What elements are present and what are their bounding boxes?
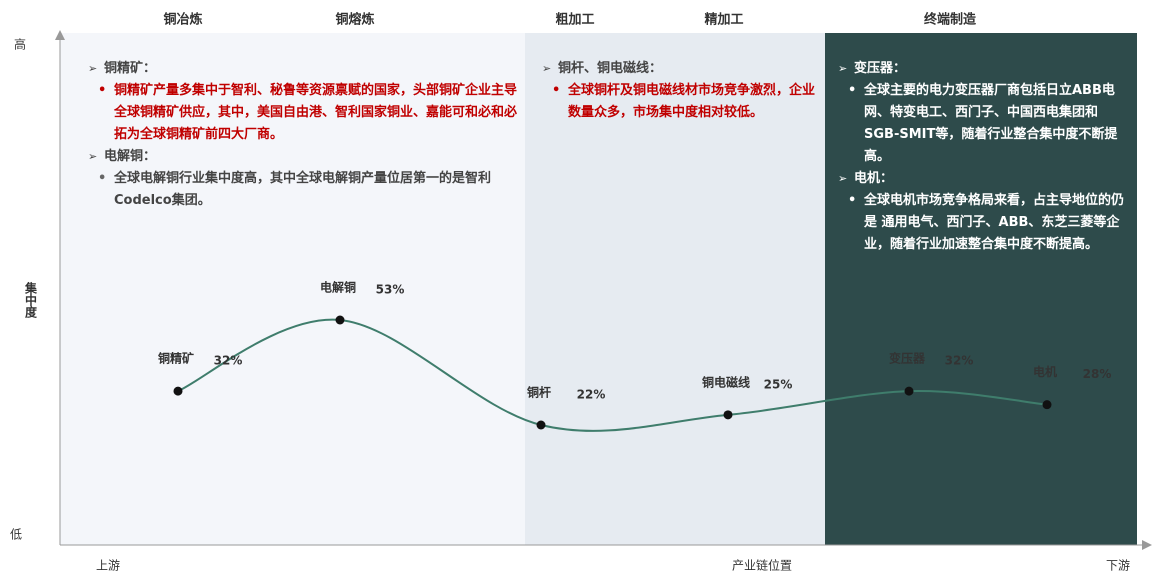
value-label: 32%: [945, 354, 974, 368]
stage-label: 铜熔炼: [334, 12, 374, 28]
x-end: 下游: [1106, 559, 1130, 573]
x-start: 上游: [96, 559, 120, 573]
point-label: 铜精矿: [158, 351, 194, 366]
y-high: 高: [14, 37, 26, 52]
value-label: 22%: [577, 388, 606, 402]
point-label: 变压器: [889, 351, 926, 366]
section-text: 铜精矿产量多集中于智利、秘鲁等资源禀赋的国家，头部铜矿企业主导全球铜精矿供应，其…: [88, 80, 518, 146]
value-label: 25%: [764, 377, 793, 391]
point-label: 电解铜: [320, 280, 356, 295]
x-arrow: [1142, 540, 1152, 550]
y-axis-label: 集中度: [24, 281, 38, 319]
stage-label: 精加工: [704, 12, 743, 28]
point: [335, 315, 345, 325]
panel: 变压器：全球主要的电力变压器厂商包括日立ABB电网、特变电工、西门子、中国西电集…: [838, 58, 1130, 256]
section-heading: 铜精矿：: [88, 58, 518, 80]
point: [536, 420, 546, 430]
point-label: 电机: [1033, 364, 1057, 379]
point: [173, 386, 183, 396]
y-arrow: [55, 30, 65, 40]
y-low: 低: [10, 528, 22, 542]
panel: 铜杆、铜电磁线：全球铜杆及铜电磁线材市场竞争激烈，企业数量众多，市场集中度相对较…: [542, 58, 817, 124]
x-axis-label: 产业链位置: [732, 558, 792, 573]
panel: 铜精矿：铜精矿产量多集中于智利、秘鲁等资源禀赋的国家，头部铜矿企业主导全球铜精矿…: [88, 58, 518, 212]
value-label: 28%: [1083, 367, 1112, 381]
value-label: 32%: [214, 354, 243, 368]
section-heading: 电机：: [838, 168, 1130, 190]
point: [1042, 400, 1052, 410]
section-text: 全球电机市场竞争格局来看，占主导地位的仍是 通用电气、西门子、ABB、东芝三菱等…: [838, 190, 1130, 256]
stage-label: 终端制造: [924, 12, 977, 28]
point: [904, 386, 914, 396]
section-text: 全球电解铜行业集中度高，其中全球电解铜产量位居第一的是智利Codelco集团。: [88, 168, 518, 212]
section-heading: 铜杆、铜电磁线：: [542, 58, 817, 80]
section-heading: 变压器：: [838, 58, 1130, 80]
section-text: 全球铜杆及铜电磁线材市场竞争激烈，企业数量众多，市场集中度相对较低。: [542, 80, 817, 124]
stage-label: 粗加工: [555, 12, 594, 28]
point: [723, 410, 733, 420]
section-heading: 电解铜：: [88, 146, 518, 168]
point-label: 铜电磁线: [702, 374, 750, 389]
value-label: 53%: [376, 283, 405, 297]
stage-label: 铜冶炼: [162, 12, 202, 28]
point-label: 铜杆: [527, 385, 551, 400]
section-text: 全球主要的电力变压器厂商包括日立ABB电网、特变电工、西门子、中国西电集团和SG…: [838, 80, 1130, 168]
